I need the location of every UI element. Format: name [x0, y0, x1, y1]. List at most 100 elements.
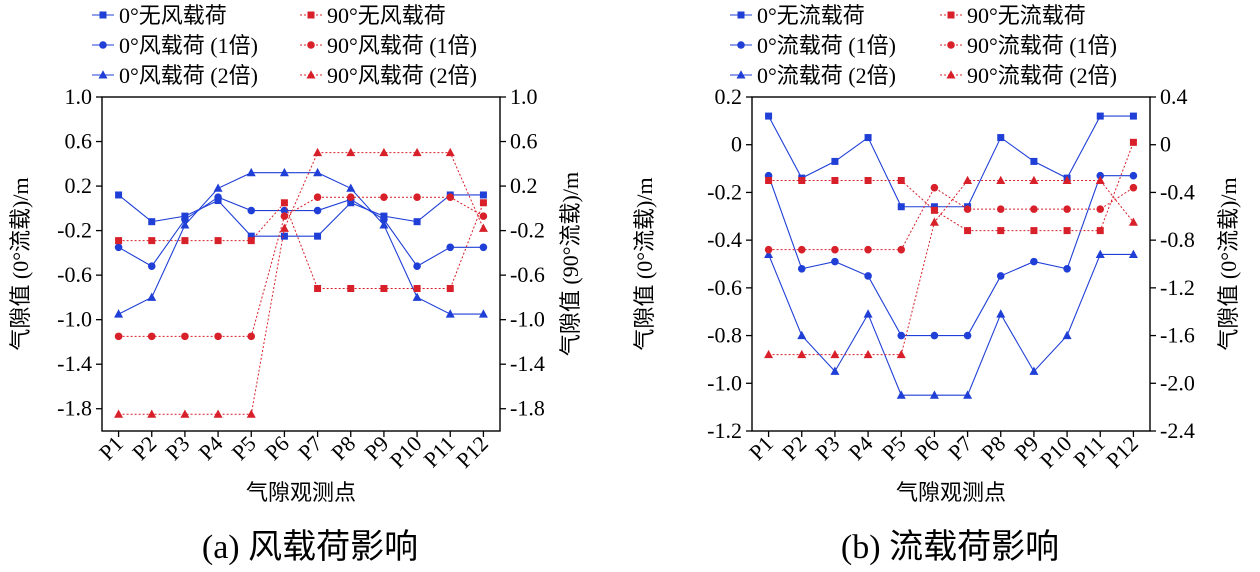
data-point	[280, 212, 289, 220]
data-point	[247, 206, 256, 215]
data-point	[1128, 249, 1138, 258]
data-point	[863, 349, 873, 359]
data-point	[1029, 366, 1039, 375]
series-line	[118, 201, 484, 289]
data-point	[764, 349, 774, 359]
data-point	[996, 205, 1005, 213]
y-tick-label-right: 0.6	[510, 129, 538, 154]
data-point	[413, 284, 421, 292]
data-point	[313, 167, 323, 177]
y-tick-label-right: -2.4	[1160, 418, 1195, 443]
data-point	[864, 134, 872, 142]
series-0	[765, 112, 1137, 211]
series-line	[118, 194, 484, 237]
x-tick-label: P12	[1101, 431, 1143, 473]
x-tick-label: P7	[943, 431, 977, 465]
legend-marker	[737, 41, 745, 49]
y-tick-label-left: -1.2	[707, 418, 742, 443]
legend-label: 0°流载荷 (2倍)	[757, 63, 896, 88]
data-point	[214, 237, 222, 245]
legend-marker	[736, 70, 746, 79]
data-point	[864, 245, 872, 254]
data-point	[380, 215, 388, 224]
series-1	[764, 171, 1138, 340]
data-point	[379, 147, 389, 157]
x-axis-title: 气隙观测点	[896, 480, 1006, 505]
data-point	[996, 309, 1006, 318]
data-point	[897, 203, 905, 211]
data-point	[996, 272, 1005, 280]
plot-frame	[751, 96, 1151, 432]
y-tick-label-right: -1.2	[1160, 275, 1195, 300]
series-line	[118, 172, 484, 315]
series-3	[115, 199, 487, 292]
data-point	[896, 349, 906, 359]
data-point	[213, 409, 223, 418]
y-tick-label-right: -1.0	[510, 307, 545, 332]
y-tick-label-left: -1.4	[57, 351, 92, 376]
data-point	[181, 215, 189, 224]
data-point	[147, 409, 157, 418]
data-point	[115, 191, 123, 199]
data-point	[214, 193, 222, 201]
data-point	[797, 245, 806, 254]
data-point	[445, 309, 455, 318]
data-point	[1030, 257, 1038, 266]
data-point	[346, 193, 355, 201]
series-4	[764, 183, 1138, 254]
legend-label: 0°无流载荷	[757, 3, 865, 28]
series-4	[114, 193, 488, 341]
legend-label: 90°风载荷 (1倍)	[327, 33, 477, 58]
data-point	[114, 409, 124, 418]
data-point	[964, 227, 972, 235]
y-tick-label-right: -1.8	[510, 396, 545, 421]
legend: 0°无风载荷 90°无风载荷 0°风载荷 (1倍) 90°风载荷 (1倍) 0°风载荷 …	[92, 3, 477, 88]
data-point	[314, 232, 322, 240]
data-point	[413, 218, 421, 226]
series-line	[768, 115, 1134, 208]
data-point	[478, 309, 488, 318]
data-point	[181, 237, 189, 245]
y-tick-label-right: -0.2	[510, 218, 545, 243]
y-tick-label-right: -0.8	[1160, 227, 1195, 252]
data-point	[765, 112, 773, 120]
y-tick-label-left: 0.6	[65, 129, 93, 154]
data-point	[380, 193, 388, 201]
series-line	[768, 253, 1134, 396]
x-tick-label: P1	[744, 431, 778, 465]
data-point	[963, 331, 972, 340]
series-0	[115, 191, 487, 240]
data-point	[1063, 205, 1071, 213]
chart-b: 0.2 0 -0.2 -0.4 -0.6 -0.8 -1.0 -1.2 0.4 0 -0.4 -0.8…	[632, 3, 1241, 566]
data-point	[963, 390, 973, 399]
data-point	[412, 147, 422, 157]
y-tick-label-right: -0.6	[510, 262, 545, 287]
data-point	[314, 284, 322, 292]
data-point	[1030, 205, 1038, 213]
data-point	[279, 223, 289, 232]
x-tick-label: P8	[976, 431, 1010, 465]
y-tick-label-right: 0	[1160, 132, 1171, 157]
x-tick-label: P2	[127, 431, 161, 465]
data-point	[1096, 112, 1104, 120]
data-point	[247, 232, 255, 240]
legend-label: 90°风载荷 (2倍)	[327, 63, 477, 88]
data-point	[997, 227, 1005, 235]
data-point	[930, 331, 939, 340]
x-tick-label: P4	[194, 431, 228, 465]
y-tick-label-right: 1.0	[510, 84, 538, 109]
data-point	[864, 272, 872, 280]
data-point	[929, 217, 939, 226]
data-point	[764, 245, 773, 254]
data-point	[1062, 330, 1072, 340]
data-point	[1129, 112, 1137, 120]
x-tick-label: P3	[810, 431, 844, 465]
data-point	[1030, 227, 1038, 235]
data-point	[1030, 157, 1038, 165]
data-point	[280, 232, 288, 240]
data-point	[479, 199, 487, 207]
data-point	[797, 330, 807, 340]
data-point	[1063, 264, 1071, 273]
data-point	[246, 167, 256, 177]
data-point	[831, 157, 839, 165]
